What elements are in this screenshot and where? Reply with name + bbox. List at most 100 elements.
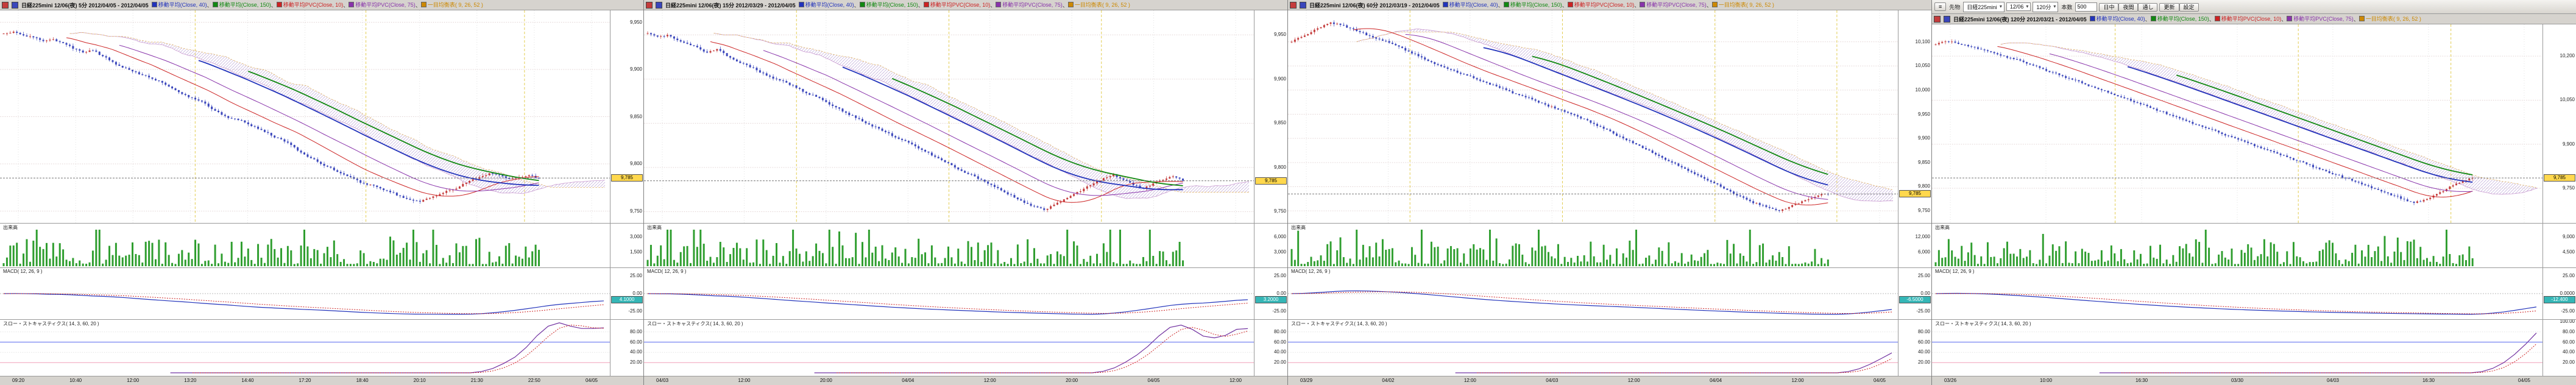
stochastics-label: スロー・ストキャスティクス( 14, 3, 60, 20 )	[1290, 320, 1389, 327]
axis-tick: 9,750	[1917, 208, 1930, 214]
axis-tick: 10,200	[2560, 53, 2575, 59]
volume-plot[interactable]: 出来高	[0, 224, 610, 267]
time-label: 04/03	[1546, 378, 1559, 383]
volume-plot[interactable]: 出来高	[1288, 224, 1898, 267]
axis-tick: 9,900	[1273, 76, 1286, 82]
indicator-color-swatch	[2214, 16, 2220, 21]
indicator-color-swatch	[2150, 16, 2156, 21]
action-buttons: 更新 設定	[2159, 2, 2199, 12]
indicator-label: 移動平均(Close, 40)	[805, 2, 854, 8]
macd-plot[interactable]: MACD( 12, 26, 9 )	[644, 268, 1254, 319]
time-label: 03/26	[1944, 378, 1957, 383]
indicator-label: 移動平均(Close, 40)	[1449, 2, 1498, 8]
panel-red-button[interactable]	[2, 1, 9, 9]
stochastics-chart-svg	[1288, 331, 1898, 373]
time-axis: 03/29 04/02 12:00 04/03 12:00 04/04 12:00 04/05	[1288, 376, 1931, 385]
stochastics-plot[interactable]: スロー・ストキャスティクス( 14, 3, 60, 20 )	[1288, 320, 1898, 376]
stochastics-plot[interactable]: スロー・ストキャスティクス( 14, 3, 60, 20 )	[0, 320, 610, 376]
panel-red-button[interactable]	[1934, 15, 1941, 23]
stochastics-chart-svg	[644, 325, 1254, 373]
stochastics-plot[interactable]: スロー・ストキャスティクス( 14, 3, 60, 20 )	[644, 320, 1254, 376]
interval-select-value: 120分	[2036, 4, 2051, 10]
macd-axis: 25.00 0.00 -25.00 3.2000	[1254, 268, 1287, 319]
axis-tick: 4,500	[2562, 249, 2575, 255]
panel-red-button[interactable]	[646, 1, 653, 9]
price-plot[interactable]	[1288, 10, 1898, 223]
stochastics-plot[interactable]: スロー・ストキャスティクス( 14, 3, 60, 20 )	[1932, 320, 2542, 376]
volume-label: 出来高	[646, 224, 663, 231]
axis-tick: 9,750	[1273, 208, 1286, 214]
time-label: 16:30	[2135, 378, 2148, 383]
last-price-box: 9,785	[1899, 190, 1931, 198]
time-label: 18:40	[356, 378, 369, 383]
time-axis: 04/03 12:00 20:00 04/04 12:00 20:00 04/05 12:00	[644, 376, 1287, 385]
panel-blue-button[interactable]	[12, 1, 18, 9]
axis-tick: -25.00	[2561, 308, 2575, 314]
contract-select[interactable]: 12/06 ▾	[2006, 2, 2031, 11]
panel-blue-button[interactable]	[1944, 15, 1950, 23]
axis-tick: 9,950	[1917, 111, 1930, 117]
session-button-0[interactable]: 日中	[2099, 2, 2119, 12]
legend-separator: 、	[1062, 2, 1068, 9]
menu-button[interactable]: ≡	[1934, 2, 1947, 11]
axis-tick: 9,800	[1273, 164, 1286, 170]
macd-plot[interactable]: MACD( 12, 26, 9 )	[0, 268, 610, 319]
session-button-2[interactable]: 通し	[2138, 2, 2158, 12]
axis-tick: 40.00	[1273, 349, 1286, 355]
volume-plot[interactable]: 出来高	[644, 224, 1254, 267]
panel-blue-button[interactable]	[1300, 1, 1306, 9]
chevron-down-icon: ▾	[2053, 4, 2056, 9]
symbol-select[interactable]: 日経225mini ▾	[1963, 1, 2005, 12]
price-axis: 9,950 9,900 9,850 9,800 9,750 9,785	[1254, 10, 1287, 223]
action-button-0[interactable]: 更新	[2159, 2, 2179, 12]
macd-chart-svg	[1932, 292, 2542, 315]
volume-plot[interactable]: 出来高	[1932, 224, 2542, 267]
macd-chart-svg	[1288, 290, 1898, 315]
time-label: 04/05	[2518, 378, 2530, 383]
indicator-label: 一目均衡表( 9, 26, 52 )	[1718, 2, 1774, 8]
legend-indicator: 移動平均PVC(Close, 75)	[996, 1, 1063, 9]
panel-red-button[interactable]	[1290, 1, 1297, 9]
volume-axis: 6,000 3,000	[1254, 224, 1287, 267]
axis-tick: 9,950	[1273, 32, 1286, 38]
time-label: 14:40	[241, 378, 254, 383]
time-label: 12:00	[1229, 378, 1242, 383]
legend-separator: 、	[2353, 16, 2359, 23]
axis-tick: 60.00	[629, 339, 642, 345]
indicator-color-swatch	[349, 2, 355, 7]
panel-legend: 日経225mini 12/06(夜) 120分 2012/03/21 - 201…	[1932, 14, 2576, 24]
time-label: 17:20	[299, 378, 311, 383]
market-label: 先物	[1949, 4, 1961, 10]
action-button-1[interactable]: 設定	[2179, 2, 2199, 12]
session-button-1[interactable]: 夜間	[2118, 2, 2139, 12]
price-plot[interactable]	[644, 10, 1254, 223]
indicator-label: 一目均衡表( 9, 26, 52 )	[1074, 2, 1130, 8]
last-price-box: 9,785	[2544, 174, 2575, 182]
axis-tick: 6,000	[1917, 249, 1930, 255]
panel-blue-button[interactable]	[656, 1, 662, 9]
time-label: 20:10	[413, 378, 426, 383]
time-label: 09:20	[12, 378, 25, 383]
time-label: 20:00	[819, 378, 832, 383]
indicator-color-swatch	[1067, 2, 1074, 7]
indicator-legend: 移動平均(Close, 40)、移動平均(Close, 150)、移動平均PVC…	[798, 1, 1130, 9]
price-plot[interactable]	[0, 10, 610, 223]
axis-tick: 9,850	[1273, 120, 1286, 126]
interval-select[interactable]: 120分 ▾	[2033, 1, 2059, 12]
macd-plot[interactable]: MACD( 12, 26, 9 )	[1288, 268, 1898, 319]
indicator-label: 移動平均(Close, 150)	[1510, 2, 1562, 8]
time-label: 04/04	[1710, 378, 1722, 383]
contract-select-value: 12/06	[2009, 4, 2024, 10]
axis-tick: 80.00	[629, 328, 642, 334]
macd-pane: MACD( 12, 26, 9 ) 25.00 0.00 -25.00 3.2000	[644, 267, 1287, 319]
axis-tick: 9,900	[2562, 141, 2575, 147]
legend-separator: 、	[415, 2, 421, 9]
time-axis: 03/26 10:00 16:30 03/30 04/03 16:30 04/05	[1932, 376, 2576, 385]
stochastics-pane: スロー・ストキャスティクス( 14, 3, 60, 20 ) 80.00 60.0…	[0, 319, 643, 376]
indicator-color-swatch	[2287, 16, 2293, 21]
price-pane: 10,100 10,050 10,000 9,950 9,900 9,850 9,800 9,…	[1288, 10, 1931, 223]
bars-input[interactable]	[2075, 2, 2098, 12]
macd-plot[interactable]: MACD( 12, 26, 9 )	[1932, 268, 2542, 319]
axis-tick: -25.00	[628, 308, 642, 314]
price-plot[interactable]	[1932, 24, 2542, 223]
